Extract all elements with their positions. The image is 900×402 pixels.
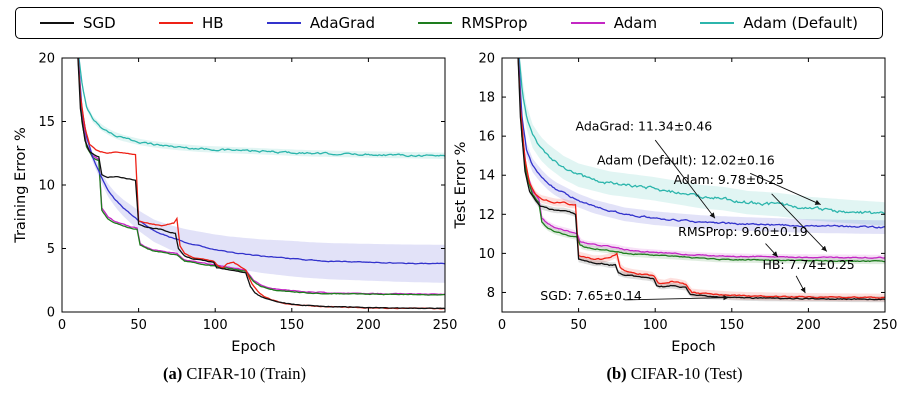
tick-labels: 0 50 100 150 200 250 0 5 10 15 20 <box>38 52 457 334</box>
series-line-adagrad <box>517 58 885 229</box>
svg-text:10: 10 <box>478 247 495 262</box>
legend-item-rmsprop: RMSProp <box>418 14 528 32</box>
svg-text:10: 10 <box>38 179 55 194</box>
legend-line-sample <box>266 22 301 24</box>
series-line-rmsprop <box>77 58 445 296</box>
legend-line-sample <box>700 22 735 24</box>
svg-text:RMSProp: 9.60±0.19: RMSProp: 9.60±0.19 <box>678 224 808 239</box>
svg-text:50: 50 <box>130 318 147 333</box>
plot-area <box>517 58 885 303</box>
annotation-hb: HB: 7.74±0.25 <box>762 257 855 294</box>
legend-item-label: HB <box>201 14 224 32</box>
svg-text:200: 200 <box>796 318 821 333</box>
svg-text:HB: 7.74±0.25: HB: 7.74±0.25 <box>762 257 854 272</box>
legend-item-adagrad: AdaGrad <box>266 14 376 32</box>
svg-text:50: 50 <box>570 318 587 333</box>
series-line-rmsprop <box>517 58 885 263</box>
caption-train: (a) CIFAR-10 (Train) <box>12 364 457 384</box>
annotation-adam-default: Adam (Default): 12.02±0.16 <box>597 152 821 205</box>
series-band-adam-default <box>518 58 885 226</box>
svg-text:15: 15 <box>38 115 55 130</box>
svg-text:8: 8 <box>487 286 495 301</box>
axes-frame <box>501 57 886 313</box>
caption-test-text: CIFAR-10 (Test) <box>626 364 743 383</box>
svg-text:20: 20 <box>478 52 495 67</box>
plot-area <box>77 58 445 310</box>
caption-test-tag: (b) <box>606 364 627 383</box>
legend-line-sample <box>158 22 193 24</box>
annotation-adam: Adam: 9.78±0.25 <box>674 172 828 252</box>
svg-text:150: 150 <box>719 318 744 333</box>
legend-item-adam-default: Adam (Default) <box>700 14 858 32</box>
x-axis-label: Epoch <box>671 339 715 355</box>
legend-line-sample <box>418 22 453 24</box>
tick-marks <box>61 57 446 313</box>
tick-labels: 0 50 100 150 200 250 8 10 12 14 16 18 20 <box>478 52 897 334</box>
series-band-adagrad <box>78 58 445 283</box>
svg-text:Adam: 9.78±0.25: Adam: 9.78±0.25 <box>674 172 784 187</box>
annotation-rmsprop: RMSProp: 9.60±0.19 <box>678 224 808 258</box>
caption-train-tag: (a) <box>162 364 183 383</box>
tick-marks <box>501 57 886 312</box>
svg-text:16: 16 <box>478 130 495 145</box>
svg-text:0: 0 <box>498 318 506 333</box>
x-axis-label: Epoch <box>231 339 275 355</box>
annotation-sgd: SGD: 7.65±0.14 <box>540 288 729 303</box>
svg-text:0: 0 <box>58 318 66 333</box>
svg-text:14: 14 <box>478 169 495 184</box>
train-chart: 0 50 100 150 200 250 0 5 10 15 20 Epoch Training Err… <box>13 52 457 356</box>
svg-text:SGD: 7.65±0.14: SGD: 7.65±0.14 <box>540 288 642 303</box>
svg-text:100: 100 <box>643 318 668 333</box>
legend-line-sample <box>570 22 605 24</box>
series-line-adam-default <box>78 58 445 158</box>
svg-text:100: 100 <box>203 318 228 333</box>
svg-text:18: 18 <box>478 91 495 106</box>
legend-item-label: Adam <box>613 14 658 32</box>
legend-item-adam: Adam <box>570 14 658 32</box>
svg-text:0: 0 <box>47 306 55 321</box>
series-line-adam <box>517 58 885 259</box>
test-chart: 0 50 100 150 200 250 8 10 12 14 16 18 20 Epoch Test Er… <box>453 52 897 356</box>
svg-text:250: 250 <box>433 318 457 333</box>
svg-text:5: 5 <box>47 242 55 257</box>
legend: SGD HB AdaGrad RMSProp Adam Adam (Default) <box>15 7 883 39</box>
svg-text:Adam (Default): 12.02±0.16: Adam (Default): 12.02±0.16 <box>597 152 775 167</box>
series-band-adam-default <box>78 58 445 159</box>
legend-item-label: Adam (Default) <box>743 14 858 32</box>
annotation-adagrad: AdaGrad: 11.34±0.46 <box>576 118 716 219</box>
legend-item-hb: HB <box>158 14 224 32</box>
y-axis-label: Test Error % <box>453 142 469 230</box>
caption-train-text: CIFAR-10 (Train) <box>182 364 306 383</box>
caption-test: (b) CIFAR-10 (Test) <box>452 364 897 384</box>
legend-line-sample <box>40 22 74 24</box>
legend-item-label: AdaGrad <box>309 14 376 32</box>
svg-text:250: 250 <box>873 318 897 333</box>
svg-text:AdaGrad: 11.34±0.46: AdaGrad: 11.34±0.46 <box>576 118 713 133</box>
legend-item-label: RMSProp <box>461 14 528 32</box>
legend-item-sgd: SGD <box>40 14 116 32</box>
series-line-sgd <box>77 58 445 310</box>
svg-text:20: 20 <box>38 52 55 67</box>
series-line-adam-default <box>518 58 885 215</box>
y-axis-label: Training Error % <box>13 127 29 244</box>
svg-text:200: 200 <box>356 318 381 333</box>
legend-item-label: SGD <box>83 14 116 32</box>
svg-text:12: 12 <box>478 208 495 223</box>
svg-text:150: 150 <box>279 318 304 333</box>
series-line-sgd <box>517 58 885 301</box>
